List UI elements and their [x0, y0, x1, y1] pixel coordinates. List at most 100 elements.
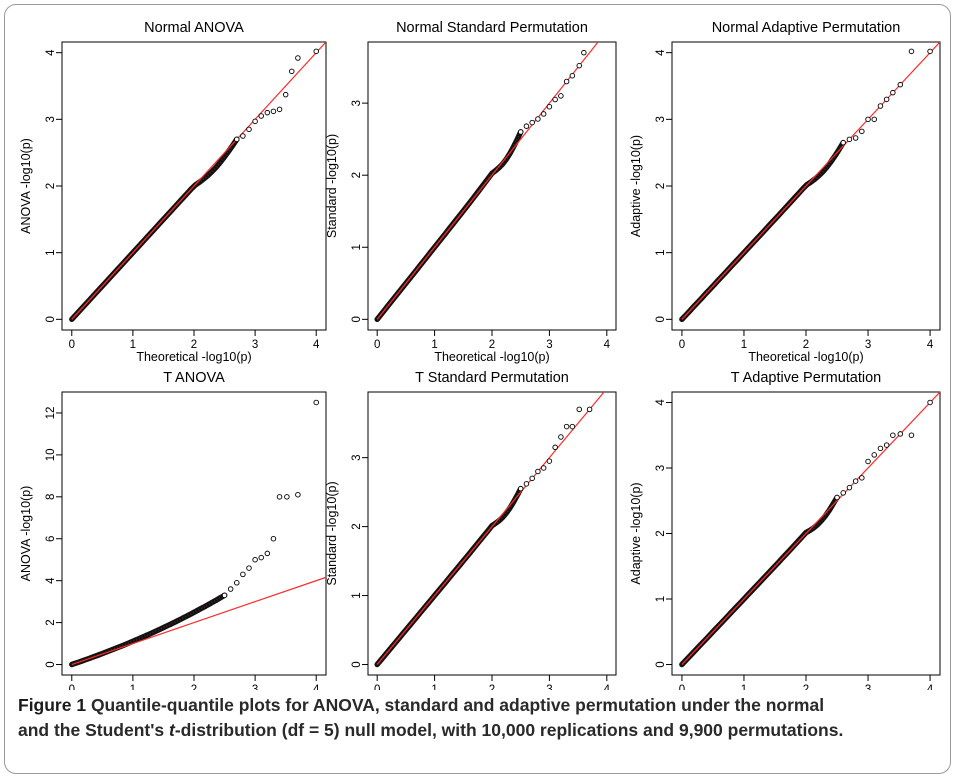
y-tick-label: 6	[45, 536, 57, 542]
x-tick-label: 4	[604, 684, 611, 690]
y-tick-label: 1	[655, 249, 667, 255]
qq-point	[258, 113, 264, 119]
qq-point	[865, 458, 871, 465]
y-axis-label: Standard -log10(p)	[325, 481, 339, 585]
qq-point	[234, 136, 240, 143]
x-tick-label: 3	[865, 339, 871, 351]
y-tick-label: 2	[351, 523, 363, 529]
qq-point	[517, 129, 524, 135]
qq-point	[576, 406, 583, 413]
reference-line	[681, 392, 940, 665]
y-tick-label: 8	[45, 494, 57, 500]
qq-point	[258, 554, 264, 561]
y-tick-label: 4	[45, 49, 57, 56]
plot-title: T ANOVA	[163, 370, 225, 386]
qq-point	[240, 571, 246, 578]
qq-point	[295, 55, 301, 61]
x-tick-label: 3	[546, 339, 552, 351]
reference-line	[681, 42, 940, 320]
qq-point	[540, 111, 547, 117]
x-tick-label: 1	[741, 339, 747, 351]
qq-point-cluster	[69, 592, 228, 668]
panel-6: T Adaptive Permutation0123401234Theoreti…	[629, 370, 941, 690]
qq-point	[284, 494, 290, 500]
qq-point	[282, 91, 289, 98]
y-tick-label: 2	[45, 619, 57, 625]
y-axis-label: Standard -log10(p)	[325, 134, 339, 238]
qq-point	[276, 494, 283, 500]
y-tick-label: 3	[351, 454, 363, 460]
x-tick-label: 4	[313, 684, 320, 690]
caption-text-2-italic: t	[168, 720, 175, 740]
reference-line	[71, 576, 326, 666]
qq-point	[523, 123, 530, 129]
x-axis-label: Theoretical -log10(p)	[136, 350, 251, 364]
y-tick-label: 0	[45, 661, 57, 667]
x-tick-label: 0	[69, 339, 75, 351]
reference-line	[376, 392, 605, 665]
y-tick-label: 4	[655, 399, 667, 406]
x-tick-label: 2	[489, 684, 495, 690]
qq-point	[859, 475, 865, 481]
qq-point	[908, 48, 915, 55]
x-tick-label: 0	[69, 684, 75, 690]
y-tick-label: 3	[655, 116, 667, 122]
qq-point	[897, 431, 904, 437]
qq-point	[563, 78, 570, 85]
y-tick-label: 3	[45, 116, 57, 122]
qq-point	[865, 116, 871, 123]
qq-point	[517, 485, 524, 492]
qq-point	[270, 108, 277, 115]
qq-point	[569, 72, 576, 79]
caption-label: Figure 1	[18, 695, 87, 715]
qq-point	[523, 481, 530, 487]
x-tick-label: 0	[374, 339, 380, 351]
qq-point	[246, 565, 252, 571]
qq-point	[535, 468, 541, 475]
qq-point	[576, 62, 583, 69]
x-tick-label: 1	[130, 339, 136, 351]
qq-point	[877, 445, 884, 452]
qq-point	[586, 406, 593, 413]
qq-point	[529, 119, 535, 126]
y-tick-label: 2	[655, 530, 667, 536]
reference-line	[376, 42, 599, 320]
qq-point	[529, 475, 535, 482]
panel-1: Normal ANOVA 0 1 2 3 4 0 1 2 3 4 Theoretical -log10…	[19, 20, 327, 364]
x-tick-label: 2	[489, 339, 495, 351]
x-tick-label: 3	[546, 684, 552, 690]
caption-text-2a: and the Student's	[18, 720, 169, 740]
x-tick-label: 1	[431, 339, 437, 351]
y-tick-label: 2	[655, 183, 667, 189]
y-tick-label: 0	[45, 316, 57, 322]
y-tick-label: 1	[655, 596, 667, 602]
qq-point	[927, 48, 933, 55]
qq-point	[569, 423, 576, 430]
qq-point	[276, 106, 283, 113]
y-tick-label: 1	[351, 592, 363, 598]
qq-point	[234, 580, 240, 586]
y-tick-label: 4	[45, 577, 57, 584]
qq-point	[552, 96, 558, 103]
qq-point	[846, 136, 853, 143]
qq-point	[890, 89, 896, 96]
qq-point	[846, 484, 853, 491]
x-axis-label: Theoretical -log10(p)	[748, 350, 863, 364]
qq-point-cluster	[374, 129, 524, 323]
qq-point	[313, 399, 319, 406]
qq-point	[927, 399, 933, 406]
y-tick-label: 0	[351, 661, 363, 667]
panel-5: T Standard Permutation012340123Theoretic…	[325, 370, 617, 690]
x-tick-label: 0	[679, 339, 685, 351]
x-tick-label: 4	[927, 684, 934, 690]
qq-point	[221, 592, 228, 599]
qq-point	[897, 81, 904, 88]
y-tick-label: 0	[351, 316, 363, 322]
qq-point	[877, 103, 884, 109]
y-axis-label: ANOVA -log10(p)	[19, 486, 33, 582]
qq-point	[540, 465, 547, 471]
panel-4: T ANOVA01234024681012Theoretical -log10(…	[19, 370, 327, 690]
x-tick-label: 3	[252, 684, 258, 690]
y-tick-label: 1	[351, 244, 363, 250]
